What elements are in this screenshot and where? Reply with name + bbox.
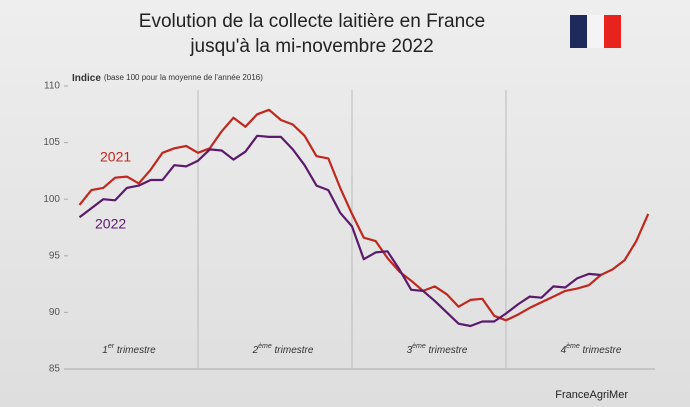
quarter-text: trimestre <box>114 345 156 356</box>
y-tick-label: 85 <box>49 364 61 375</box>
series-line <box>78 108 650 322</box>
source: FranceAgriMer <box>555 389 628 401</box>
y-tick-label: 95 <box>49 250 61 261</box>
quarter-sup: ème <box>258 343 272 350</box>
quarter-num: 2 <box>252 345 259 356</box>
quarter-label: 4ème trimestre <box>561 343 622 356</box>
y-tick-label: 105 <box>43 137 60 148</box>
quarter-label: 2ème trimestre <box>252 343 314 356</box>
quarter-num: 1 <box>102 345 108 356</box>
y-tick-label: 110 <box>44 81 60 92</box>
flag-white <box>587 15 604 48</box>
flag-red <box>604 15 621 48</box>
y-tick-label: 100 <box>43 194 60 205</box>
quarter-text: trimestre <box>426 345 468 356</box>
quarter-sup: ème <box>412 343 426 350</box>
series-line <box>78 134 601 328</box>
series-label: 2022 <box>95 216 126 232</box>
quarter-text: trimestre <box>580 345 622 356</box>
y-tick-label: 90 <box>49 307 61 318</box>
flag <box>570 15 621 48</box>
quarter-sup: er <box>108 343 115 350</box>
quarter-sup: ème <box>566 343 580 350</box>
quarter-text: trimestre <box>272 345 314 356</box>
chart-title: jusqu'à la mi-novembre 2022 <box>189 36 433 57</box>
flag-blue <box>570 15 587 48</box>
series-label: 2021 <box>100 149 131 165</box>
quarter-label: 3ème trimestre <box>407 343 468 356</box>
quarter-label: 1er trimestre <box>102 343 156 356</box>
quarter-num: 4 <box>561 345 567 356</box>
y-label-bold: Indice <box>72 73 101 84</box>
chart-title: Evolution de la collecte laitière en Fra… <box>139 11 485 32</box>
y-label-text: (base 100 pour la moyenne de l'année 201… <box>104 73 263 82</box>
y-axis-label: Indice (base 100 pour la moyenne de l'ann… <box>72 73 263 84</box>
quarter-num: 3 <box>407 345 413 356</box>
